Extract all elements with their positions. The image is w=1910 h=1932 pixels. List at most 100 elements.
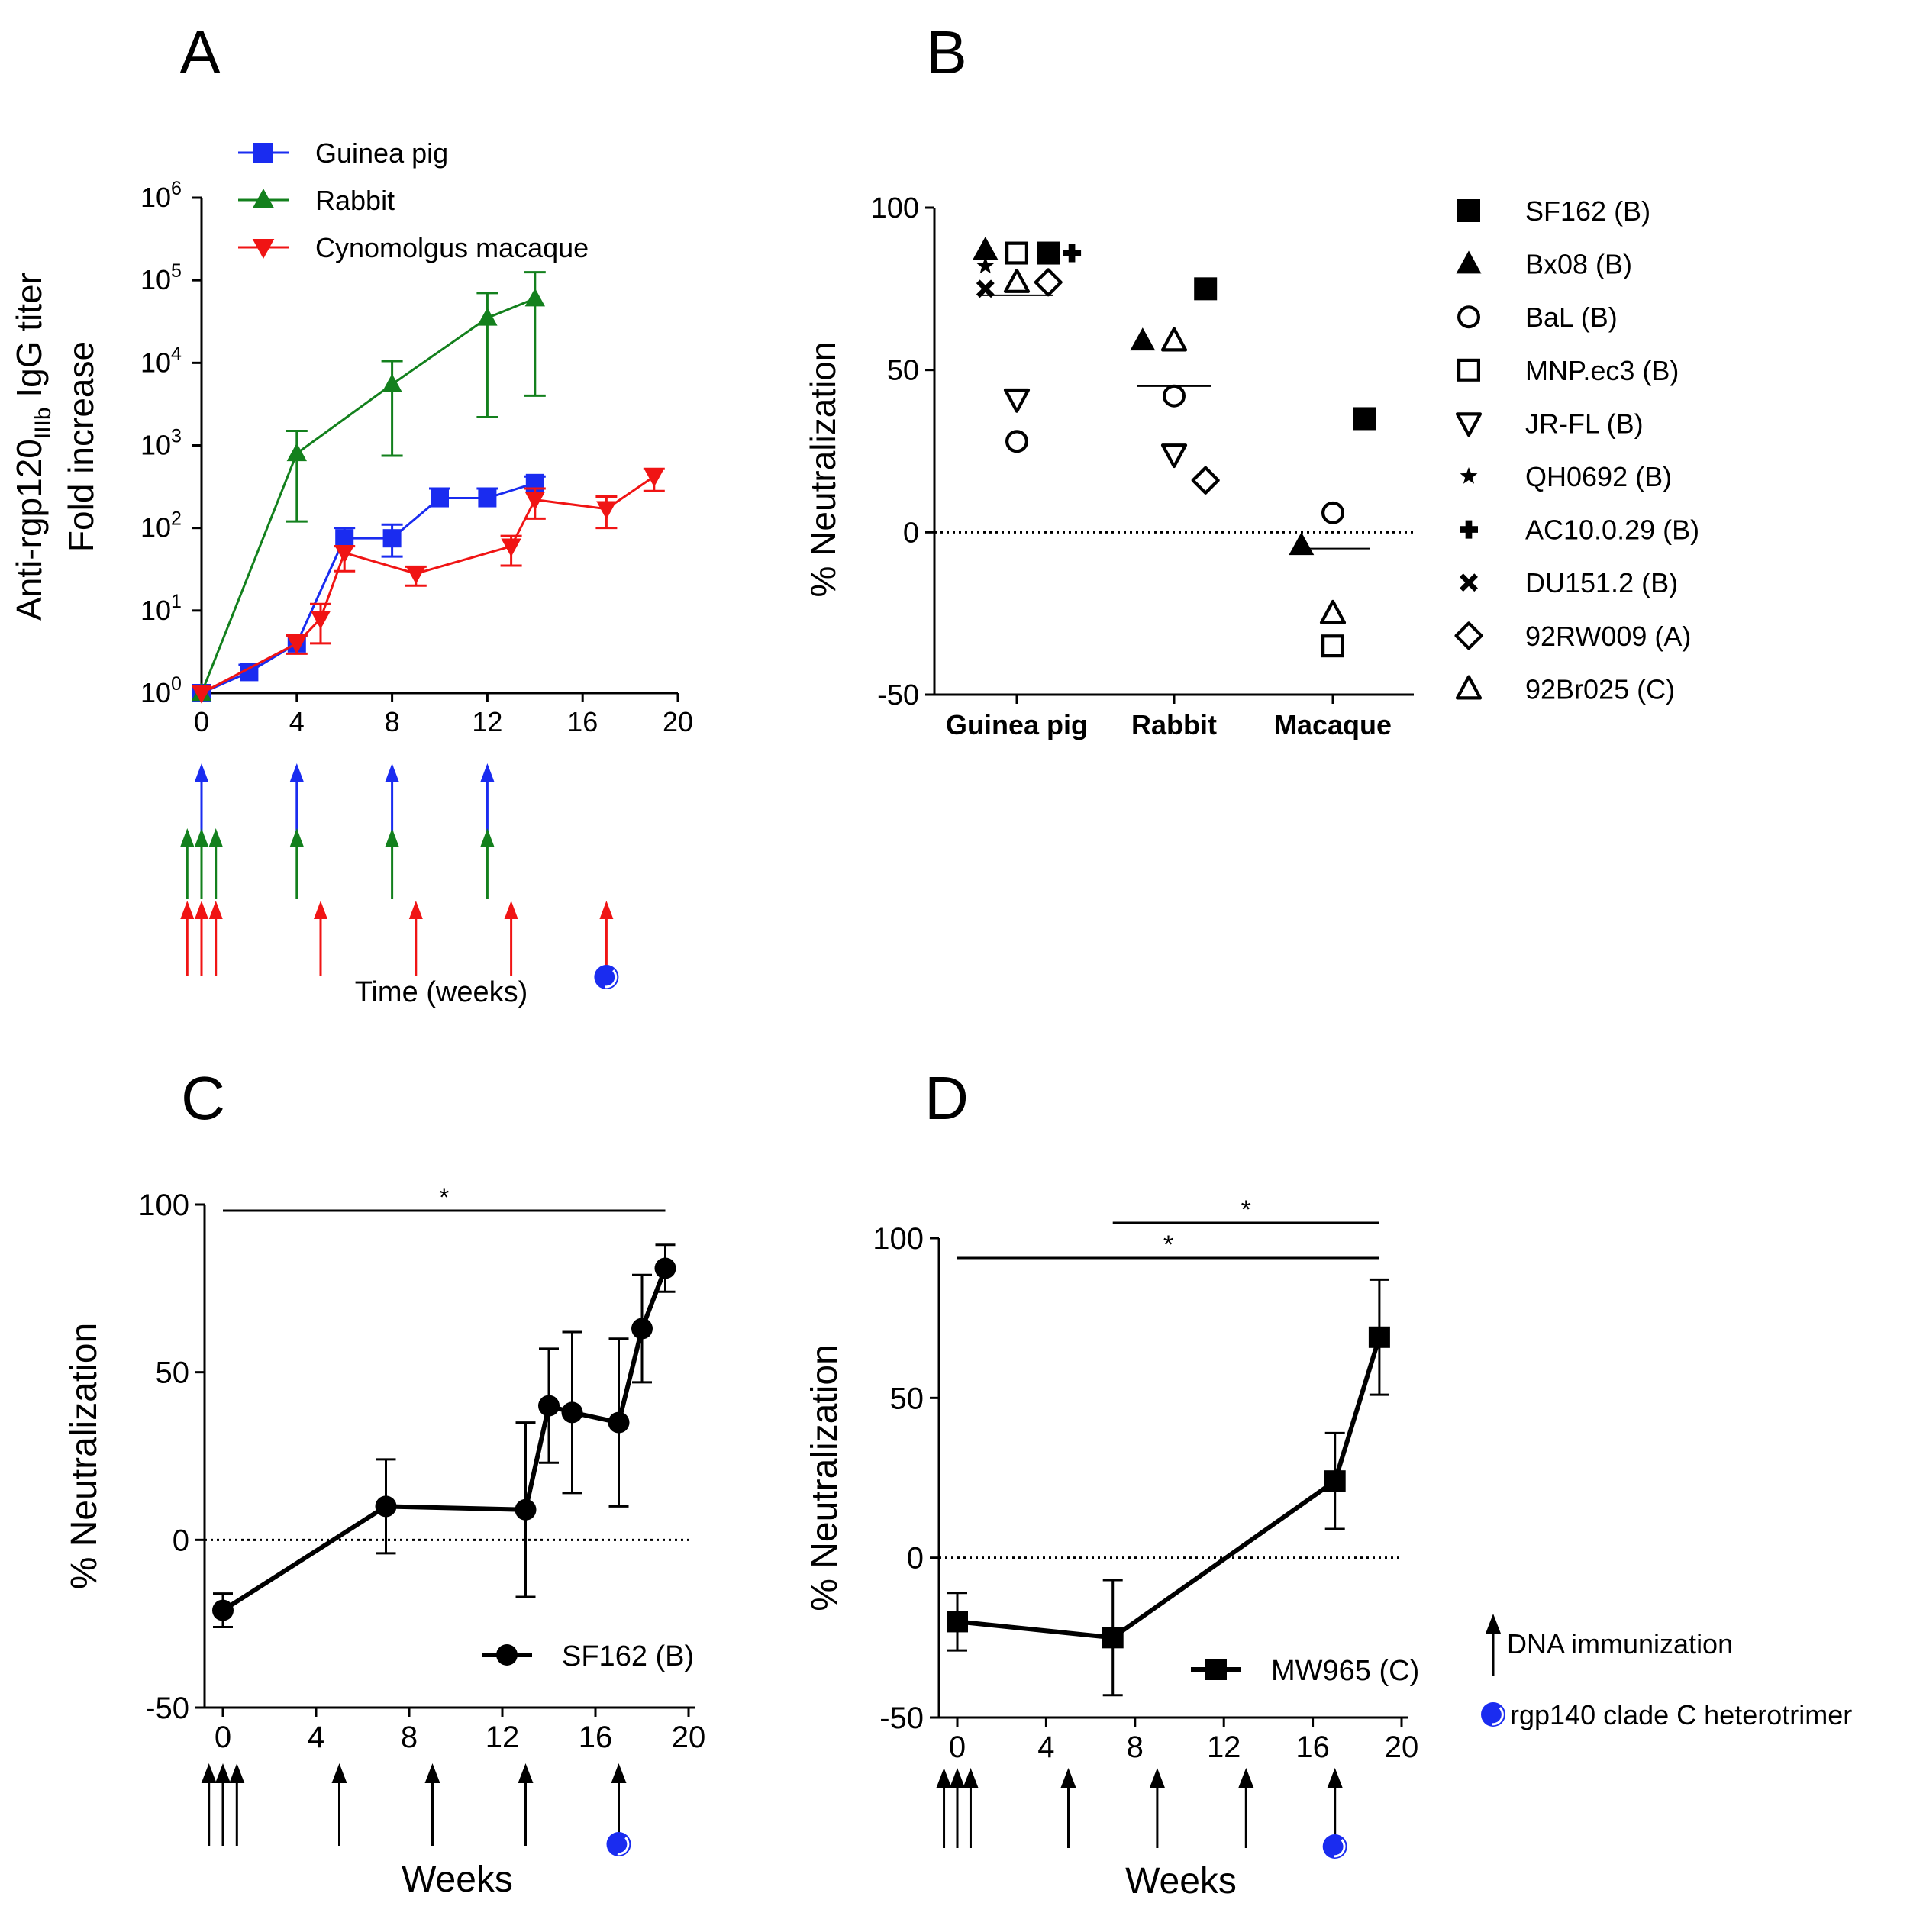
c-immunization-arrow (518, 1763, 534, 1846)
a-legend-marker (252, 189, 275, 209)
b-data-point (1321, 634, 1344, 658)
c-data-point (515, 1498, 537, 1521)
a-immunization-arrow-head (385, 763, 399, 782)
b-x-tick-label: Rabbit (1131, 709, 1217, 740)
a-series-guinea-pig (192, 473, 546, 702)
a-data-point (524, 492, 545, 511)
a-x-tick-label: 16 (567, 706, 598, 737)
a-immunization-arrow-head (408, 901, 423, 919)
a-data-point (501, 538, 521, 557)
a-data-point (335, 529, 354, 548)
a-immunization-arrow-head (195, 763, 208, 782)
a-immunization-arrow-head (314, 901, 327, 919)
a-immunization-arrow (180, 828, 195, 899)
d-protein-boost-dot (1322, 1834, 1347, 1859)
c-immunization-arrow (229, 1763, 245, 1846)
d-immunization-arrow-head (950, 1768, 965, 1788)
c-series (212, 1243, 676, 1629)
a-y-tick-label: 106 (140, 178, 182, 213)
b-data-point (1319, 599, 1347, 624)
b-y-tick-label: -50 (877, 679, 919, 711)
a-y-tick-label: 102 (140, 508, 182, 543)
a-immunization-arrow-head (289, 763, 304, 782)
a-immunization-arrow (480, 828, 495, 899)
d-data-point (1324, 1470, 1346, 1492)
a-immunization-arrow (408, 901, 423, 976)
b-legend-marker (1460, 520, 1479, 539)
d-x-tick-label: 0 (949, 1730, 966, 1764)
d-immunization-arrow (936, 1768, 952, 1848)
b-legend-label: MNP.ec3 (B) (1525, 355, 1679, 386)
a-protein-boost-dot-shine (605, 969, 618, 989)
b-legend-marker (1460, 573, 1478, 592)
b-data-point (1353, 407, 1376, 431)
a-data-point (382, 373, 402, 392)
a-y-label: Anti-rgp120IIIb IgG titer (9, 273, 56, 621)
c-y-tick-label: 100 (138, 1189, 189, 1222)
a-immunization-arrow (385, 828, 399, 899)
c-immunization-arrow-head (518, 1763, 534, 1783)
panel-a: A 100 101 102 103 104 105 106 0 4 8 12 16 20 Anti-rgp1… (9, 18, 693, 1008)
b-y-tick-label: 0 (903, 517, 919, 549)
c-series-line (221, 1267, 668, 1613)
b-legend-label: SF162 (B) (1525, 195, 1650, 227)
c-x-tick-label: 12 (486, 1721, 520, 1754)
a-data-point (477, 307, 498, 326)
a-immunization-arrow (180, 901, 195, 976)
c-legend-marker (496, 1644, 518, 1666)
a-y-label-2: Fold increase (61, 341, 101, 552)
d-immunization-arrow (950, 1768, 965, 1848)
b-x-tick-label: Guinea pig (946, 709, 1088, 740)
c-y-tick-label: -50 (145, 1692, 189, 1725)
c-legend-label: SF162 (B) (562, 1640, 694, 1672)
b-data-point (1005, 430, 1028, 453)
c-immunization-arrow-head (201, 1763, 217, 1783)
a-legend-marker (253, 143, 273, 163)
legend-protein-label: rgp140 clade C heterotrimer (1510, 1699, 1852, 1730)
a-immunization-arrow-head (180, 828, 195, 847)
c-protein-boost-dot-shine (617, 1837, 630, 1856)
a-immunization-arrow (480, 763, 495, 838)
c-immunization-arrow-head (331, 1763, 347, 1783)
c-x-tick-label: 16 (579, 1721, 613, 1754)
c-immunization-arrow (424, 1763, 440, 1846)
panel-d: D -50 0 50 100 0 4 8 12 16 20 % Neutralization Weeks… (805, 1064, 1419, 1901)
c-data-point (654, 1257, 676, 1279)
a-data-point (431, 489, 449, 508)
legend-protein-dot-shine (1492, 1707, 1504, 1726)
c-immunization-arrow-head (424, 1763, 440, 1783)
b-data-point (1321, 501, 1344, 524)
b-data-point (1194, 277, 1218, 301)
a-immunization-arrow (195, 828, 208, 899)
a-immunization-arrow-head (180, 901, 195, 919)
d-legend-label: MW965 (C) (1271, 1655, 1419, 1687)
a-immunization-arrow-head (195, 828, 208, 847)
b-data-point (1160, 443, 1188, 469)
b-data-point (1034, 268, 1063, 297)
b-legend-marker (1457, 305, 1480, 329)
c-data-point (631, 1318, 653, 1340)
c-significance-label: * (439, 1183, 449, 1212)
c-x-tick-label: 0 (215, 1721, 231, 1754)
d-x-tick-label: 16 (1295, 1730, 1330, 1764)
a-data-point (596, 501, 617, 520)
a-immunization-arrow (208, 828, 223, 899)
a-x-label: Time (weeks) (355, 976, 528, 1008)
a-data-point (286, 635, 307, 654)
panel-label-c: C (181, 1064, 225, 1132)
global-legend: DNA immunization rgp140 clade C heterotri… (1481, 1614, 1852, 1730)
b-data-point (976, 279, 995, 298)
a-y-tick-label: 105 (140, 260, 182, 295)
a-data-point (334, 545, 355, 564)
legend-dna-label: DNA immunization (1507, 1628, 1733, 1659)
b-legend-marker (1455, 675, 1483, 700)
d-immunization-arrow (963, 1768, 979, 1848)
a-y-tick-label: 104 (140, 343, 182, 378)
b-y-tick-label: 100 (871, 192, 919, 224)
d-x-label: Weeks (1125, 1861, 1237, 1901)
a-immunization-arrow (385, 763, 399, 838)
d-immunization-arrow-head (1238, 1768, 1254, 1788)
a-data-point (286, 443, 307, 462)
d-immunization-arrow-head (1149, 1768, 1165, 1788)
b-legend-label: DU151.2 (B) (1525, 567, 1678, 598)
